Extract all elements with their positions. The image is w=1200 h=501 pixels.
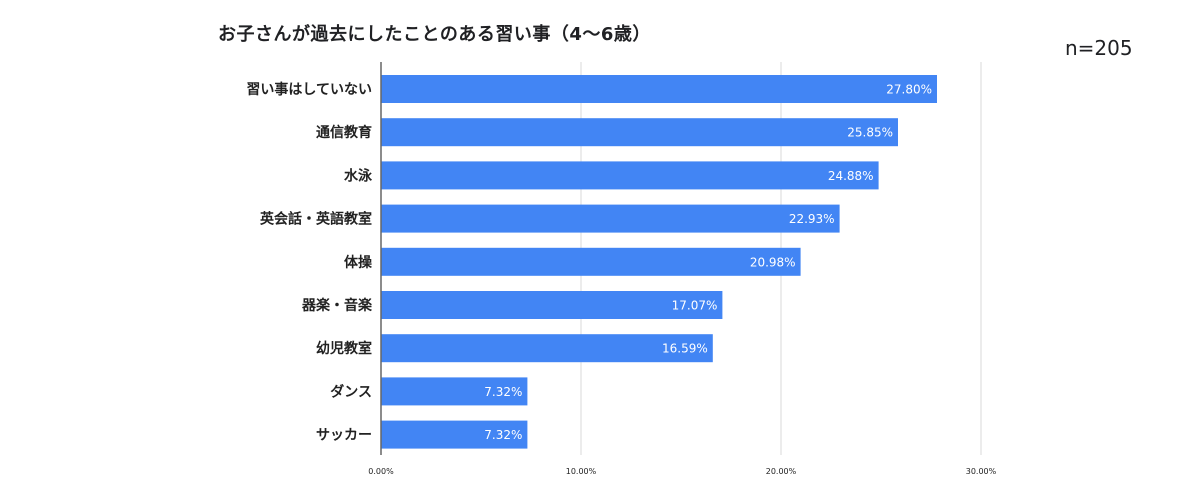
bar-value-label: 17.07% <box>672 299 718 313</box>
bar <box>381 334 713 363</box>
category-label: 通信教育 <box>316 124 372 141</box>
bar-value-label: 20.98% <box>750 255 796 269</box>
bar <box>381 377 528 406</box>
category-label: サッカー <box>316 428 372 444</box>
bar-value-label: 22.93% <box>789 212 835 226</box>
bar-value-label: 16.59% <box>662 342 708 356</box>
bar-value-label: 25.85% <box>847 126 893 140</box>
category-label: ダンス <box>330 383 372 400</box>
category-label: 習い事はしていない <box>246 81 372 98</box>
x-tick-label: 30.00% <box>966 467 997 476</box>
bar-value-label: 7.32% <box>484 428 522 442</box>
bar-value-label: 7.32% <box>484 385 522 399</box>
category-label: 水泳 <box>344 167 373 184</box>
category-label: 幼児教室 <box>316 340 372 357</box>
bar-value-label: 24.88% <box>828 169 874 183</box>
labels: 0.00% 10.00% 20.00% 30.00% 27.80% 習い事はしていない 25… <box>246 81 996 476</box>
bar-value-label: 27.80% <box>886 83 932 97</box>
bar <box>381 118 898 147</box>
x-tick-label: 20.00% <box>766 467 797 476</box>
category-label: 英会話・英語教室 <box>259 211 372 228</box>
bar <box>381 291 723 319</box>
bar <box>381 75 937 103</box>
sample-size-label: n=205 <box>1065 36 1133 60</box>
bar <box>381 204 840 233</box>
x-tick-label: 10.00% <box>566 467 597 476</box>
bar <box>381 420 528 449</box>
bar <box>381 247 801 276</box>
chart-title: お子さんが過去にしたことのある習い事（4〜6歳） <box>218 24 651 45</box>
x-tick-label: 0.00% <box>368 467 394 476</box>
bar <box>381 161 879 190</box>
category-label: 器楽・音楽 <box>301 297 373 314</box>
bars <box>381 75 937 449</box>
category-label: 体操 <box>344 254 373 271</box>
